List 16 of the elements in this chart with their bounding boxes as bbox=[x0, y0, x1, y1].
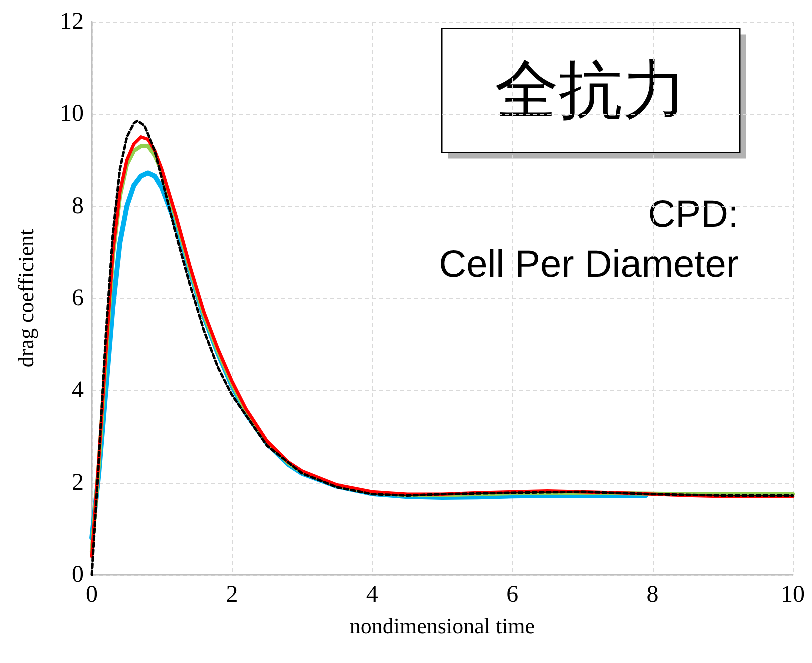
x-axis-title: nondimensional time bbox=[350, 614, 536, 638]
y-tick-label: 4 bbox=[72, 378, 84, 404]
y-tick-label: 10 bbox=[60, 101, 84, 128]
y-tick-label: 0 bbox=[72, 562, 84, 588]
annotation: CPD: Cell Per Diameter bbox=[439, 194, 740, 286]
y-tick-label: 8 bbox=[72, 193, 84, 220]
y-axis-title: drag coefficient bbox=[14, 229, 38, 368]
y-tick-label: 12 bbox=[60, 9, 84, 35]
x-tick-label: 4 bbox=[366, 582, 378, 608]
annotation: 全抗力 bbox=[495, 54, 687, 128]
y-tick-label: 6 bbox=[72, 286, 84, 312]
x-tick-label: 10 bbox=[781, 582, 805, 608]
x-tick-label: 8 bbox=[646, 582, 659, 608]
x-tick-label: 2 bbox=[226, 582, 238, 608]
x-tick-label: 6 bbox=[506, 582, 519, 608]
y-tick-label: 2 bbox=[72, 470, 84, 496]
